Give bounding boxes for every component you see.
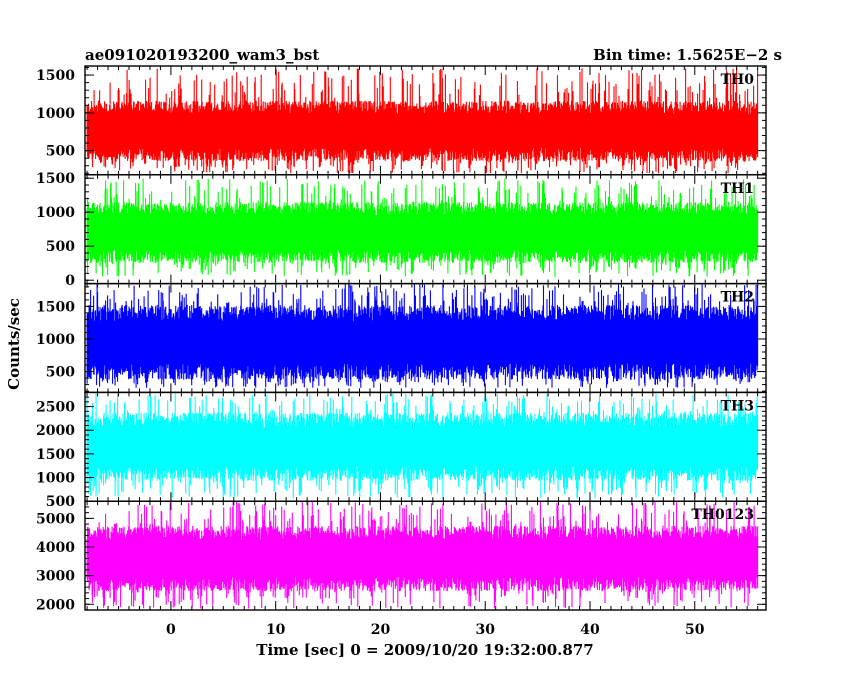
y-tick-label: 2000 [36, 597, 75, 613]
chart-title-right: Bin time: 1.5625E−2 s [593, 46, 782, 64]
x-tick-label: 20 [371, 622, 391, 638]
series-label-th0: TH0 [721, 72, 755, 88]
y-tick-label: 1500 [36, 299, 75, 315]
y-tick-label: 2500 [36, 400, 75, 416]
y-tick-label: 1500 [36, 171, 75, 187]
chart-title-left: ae091020193200_wam3_bst [85, 46, 319, 64]
y-tick-label: 1000 [36, 332, 75, 348]
panel-frame-th0123 [84, 500, 767, 611]
x-tick-label: 50 [685, 622, 705, 638]
y-tick-label: 500 [46, 144, 75, 160]
x-tick-label: 0 [166, 622, 176, 638]
series-line-th2 [86, 283, 759, 388]
series-line-th3 [86, 392, 759, 499]
y-axis-label: Counts/sec [5, 298, 23, 390]
y-tick-label: 500 [46, 365, 75, 381]
series-label-th3: TH3 [721, 398, 754, 414]
series-label-th1: TH1 [721, 181, 754, 197]
series-line-th0123 [86, 501, 759, 609]
y-tick-label: 1500 [36, 68, 75, 84]
x-axis-label: Time [sec] 0 = 2009/10/20 19:32:00.877 [256, 641, 593, 659]
y-tick-label: 4000 [36, 540, 75, 556]
series-label-th2: TH2 [721, 290, 754, 306]
y-tick-label: 0 [65, 273, 75, 289]
series-line-th1 [86, 178, 759, 277]
y-tick-label: 1000 [36, 106, 75, 122]
series-line-th0 [86, 68, 759, 174]
y-tick-label: 1000 [36, 205, 75, 221]
y-tick-label: 1000 [36, 471, 75, 487]
y-tick-label: 3000 [36, 569, 75, 585]
series-label-th0123: TH0123 [691, 507, 754, 523]
y-tick-label: 1500 [36, 447, 75, 463]
y-tick-label: 500 [46, 494, 75, 510]
x-tick-label: 40 [580, 622, 600, 638]
x-tick-label: 10 [266, 622, 286, 638]
y-tick-label: 5000 [36, 511, 75, 527]
y-tick-label: 500 [46, 239, 75, 255]
x-tick-label: 30 [475, 622, 495, 638]
y-tick-label: 2000 [36, 423, 75, 439]
